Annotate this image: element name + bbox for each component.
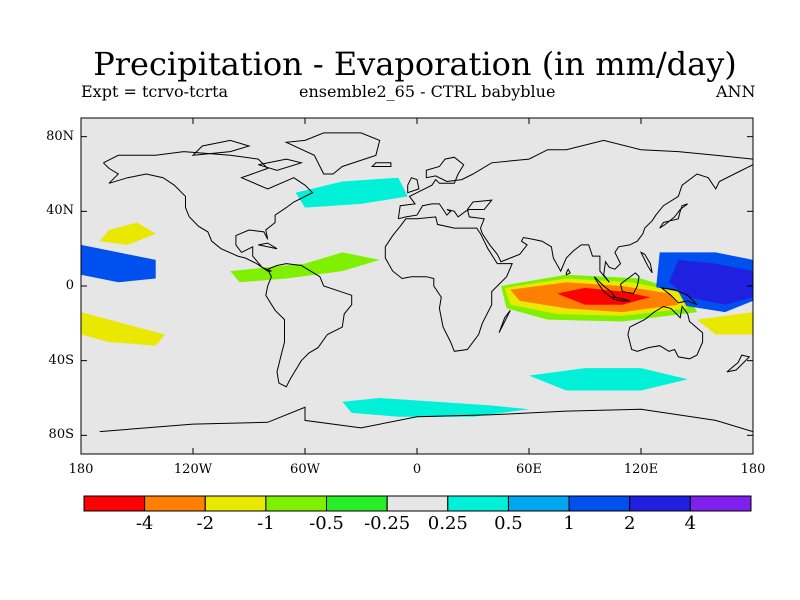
island-coastline xyxy=(498,309,511,333)
x-tick-label: 120W xyxy=(173,462,213,477)
island-coastline xyxy=(370,162,392,167)
colorbar-swatch xyxy=(144,495,206,512)
field-central-pacific-wet xyxy=(81,244,156,283)
colorbar-label: 4 xyxy=(684,513,697,534)
island-coastline xyxy=(619,272,640,295)
island-coastline xyxy=(258,158,304,171)
ensemble-label: ensemble2_65 - CTRL babyblue xyxy=(299,82,556,101)
field-south-indian-wet xyxy=(529,368,688,391)
field-dateline-sw-dry xyxy=(697,312,753,335)
x-tick-label: 60E xyxy=(515,462,543,477)
colorbar-swatch xyxy=(265,495,327,512)
island-coastline xyxy=(659,203,688,229)
island-coastline xyxy=(191,139,251,156)
field-north-pacific-dry xyxy=(99,222,156,245)
colorbar xyxy=(83,495,752,512)
colorbar-label: -0.5 xyxy=(309,513,344,534)
x-tick-label: 180 xyxy=(68,462,94,477)
colorbar-swatch xyxy=(204,495,267,512)
field-layer xyxy=(81,177,753,417)
colorbar-label: -0.25 xyxy=(364,513,411,534)
colorbar-label: -2 xyxy=(196,513,215,534)
colorbar-swatch xyxy=(508,495,570,512)
colorbar-swatch xyxy=(386,495,449,512)
island-coastline xyxy=(565,268,571,276)
y-tick-label: 80S xyxy=(48,427,74,443)
colorbar-swatch xyxy=(326,495,388,512)
colorbar-label: 1 xyxy=(563,513,575,534)
colorbar-label: 2 xyxy=(623,513,636,534)
island-coastline xyxy=(639,251,653,274)
colorbar-label: 0.5 xyxy=(494,513,523,534)
x-tick-label: 60W xyxy=(290,462,320,477)
figure-title: Precipitation - Evaporation (in mm/day) xyxy=(93,45,737,83)
island-coastline xyxy=(593,276,616,298)
coastline xyxy=(384,216,513,352)
island-coastline xyxy=(407,177,420,194)
island-coastline xyxy=(659,287,698,306)
x-tick-label: 180 xyxy=(740,462,766,477)
tick-layer xyxy=(80,118,754,454)
island-coastline xyxy=(726,354,751,373)
colorbar-swatch xyxy=(629,495,691,512)
island-coastline xyxy=(611,296,630,302)
season-label: ANN xyxy=(716,82,756,101)
y-tick-label: 40N xyxy=(46,203,74,219)
field-west-pacific-wet-core xyxy=(669,259,753,305)
coastline xyxy=(265,263,353,388)
colorbar-swatch xyxy=(689,495,752,512)
colorbar-label: -4 xyxy=(135,513,154,534)
coastline xyxy=(99,406,753,433)
x-tick-label: 0 xyxy=(412,462,422,477)
colorbar-swatch xyxy=(447,495,509,512)
island-coastline xyxy=(258,242,278,250)
colorbar-swatch xyxy=(83,495,146,512)
y-tick-label: 0 xyxy=(65,278,74,293)
y-tick-label: 80N xyxy=(46,128,74,144)
y-tick-label: 40S xyxy=(48,352,74,368)
field-north-atlantic-wet xyxy=(295,177,408,208)
coastline xyxy=(103,151,314,272)
coastline-layer xyxy=(99,132,753,433)
coastline xyxy=(398,164,753,283)
coastline xyxy=(397,139,753,219)
colorbar-swatch xyxy=(568,495,631,512)
x-tick-label: 120E xyxy=(623,462,659,477)
colorbar-label: 0.25 xyxy=(427,513,468,534)
colorbar-label: -1 xyxy=(257,513,275,534)
field-east-pacific-dry xyxy=(81,312,165,346)
field-southern-ocean-wet xyxy=(342,398,529,417)
experiment-label: Expt = tcrvo-tcrta xyxy=(81,82,229,101)
island-coastline xyxy=(284,132,381,175)
island-coastline xyxy=(627,305,704,360)
